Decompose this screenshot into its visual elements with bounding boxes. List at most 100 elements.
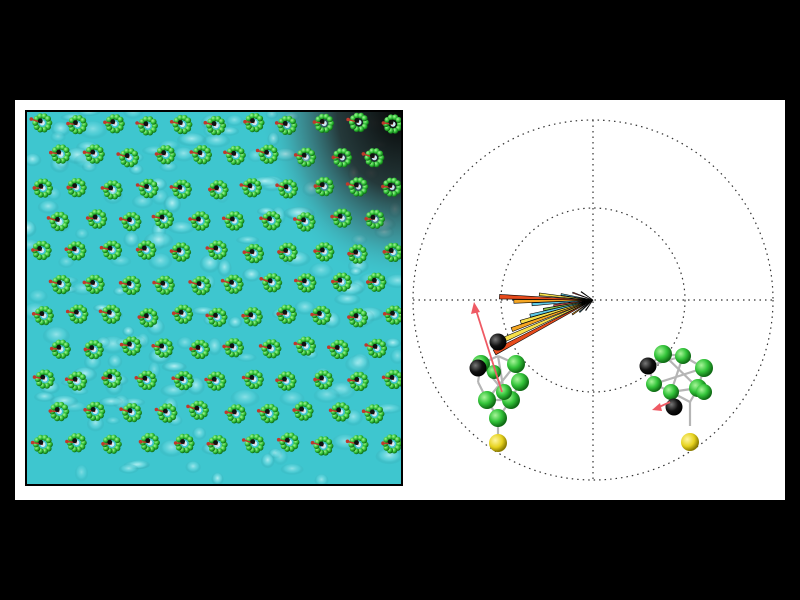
boron-atom — [111, 253, 118, 260]
carborane-molecule — [46, 211, 70, 232]
dipole-tip — [347, 378, 351, 382]
boron-atom — [187, 436, 194, 443]
carborane-molecule — [31, 306, 54, 326]
boron-atom — [215, 129, 222, 136]
boron-atom — [286, 255, 293, 262]
boron-atom — [201, 403, 208, 410]
boron-atom — [290, 245, 297, 252]
carbon-atom — [337, 213, 343, 219]
carbon-atom — [267, 278, 273, 284]
carborane-molecule — [171, 371, 194, 391]
boron-atom — [147, 321, 154, 328]
carbon-atom — [211, 376, 217, 382]
boron-atom — [654, 345, 672, 363]
boron-atom — [159, 275, 166, 282]
carbon-atom — [180, 439, 186, 444]
dipole-tip — [292, 408, 297, 412]
boron-atom — [696, 384, 712, 400]
boron-atom — [144, 432, 151, 439]
boron-atom — [282, 242, 289, 249]
surface-bump — [161, 361, 187, 373]
boron-atom — [41, 126, 48, 133]
dipole-tip — [66, 185, 70, 190]
boron-atom — [183, 245, 190, 251]
boron-atom — [194, 339, 201, 346]
carborane-molecule — [204, 371, 227, 391]
boron-atom — [308, 339, 315, 345]
boron-atom — [44, 382, 50, 389]
carborane-molecule — [151, 209, 175, 229]
boron-atom — [252, 320, 258, 327]
boron-atom — [289, 118, 296, 125]
boron-atom — [212, 307, 219, 314]
dipole-tip — [241, 313, 245, 318]
boron-atom — [234, 159, 241, 165]
dipole-tip — [204, 377, 208, 382]
sulfur-atom — [681, 433, 699, 451]
boron-atom — [327, 179, 333, 186]
orientation-panel — [408, 110, 778, 490]
dipole-tip — [243, 119, 247, 124]
dipole-tip — [364, 343, 369, 347]
carborane-molecule — [313, 177, 335, 197]
carborane-molecule — [258, 339, 282, 359]
boron-atom — [141, 370, 148, 377]
surface-bump — [58, 256, 75, 269]
boron-atom — [388, 242, 395, 249]
boron-atom — [110, 317, 117, 324]
surface-bump — [159, 161, 178, 173]
rose-bin — [578, 299, 594, 313]
carbon-atom — [163, 408, 168, 414]
boron-atom — [369, 209, 376, 216]
carbon-atom — [72, 183, 78, 188]
boron-atom — [199, 224, 206, 231]
boron-atom — [357, 321, 364, 328]
carbon-atom — [73, 120, 78, 125]
carbon-atom — [232, 409, 237, 415]
boron-atom — [326, 438, 333, 445]
dipole-tip — [116, 152, 120, 156]
boron-atom — [42, 191, 49, 198]
boron-atom — [266, 339, 273, 346]
boron-atom — [272, 406, 279, 413]
carbon-atom — [144, 184, 149, 189]
carborane-molecule — [32, 369, 55, 389]
boron-atom — [216, 253, 223, 260]
boron-atom — [353, 112, 360, 119]
boron-atom — [246, 178, 253, 185]
boron-atom — [389, 305, 396, 312]
carborane-molecule — [345, 177, 369, 197]
boron-atom — [162, 403, 169, 410]
carborane-molecule — [135, 178, 159, 199]
boron-atom — [75, 446, 82, 453]
boron-atom — [168, 147, 175, 154]
boron-atom — [377, 212, 384, 219]
boron-atom — [151, 181, 158, 188]
boron-atom — [369, 404, 376, 411]
boron-atom — [392, 256, 399, 262]
dipole-tip — [151, 344, 155, 348]
carbon-atom — [372, 277, 377, 283]
boron-atom — [179, 433, 186, 440]
carborane-molecule — [203, 115, 227, 136]
boron-atom — [126, 403, 133, 409]
boron-atom — [339, 415, 346, 422]
dipole-tip — [29, 117, 34, 121]
boron-atom — [342, 342, 348, 349]
boron-atom — [320, 319, 327, 325]
carbon-atom — [108, 185, 114, 191]
boron-atom — [47, 372, 54, 378]
boron-atom — [274, 341, 281, 348]
dipole-tip — [119, 407, 123, 412]
carbon-atom — [72, 246, 77, 252]
carbon-atom — [142, 375, 148, 381]
dipole-tip — [171, 311, 176, 315]
carborane-molecule — [294, 273, 317, 293]
boron-atom — [63, 147, 70, 153]
carbon-atom — [301, 217, 306, 223]
boron-atom — [79, 374, 86, 381]
carbon-atom — [387, 182, 393, 188]
rose-bin — [510, 299, 594, 332]
carbon-atom — [317, 310, 322, 316]
boron-atom — [387, 114, 394, 121]
